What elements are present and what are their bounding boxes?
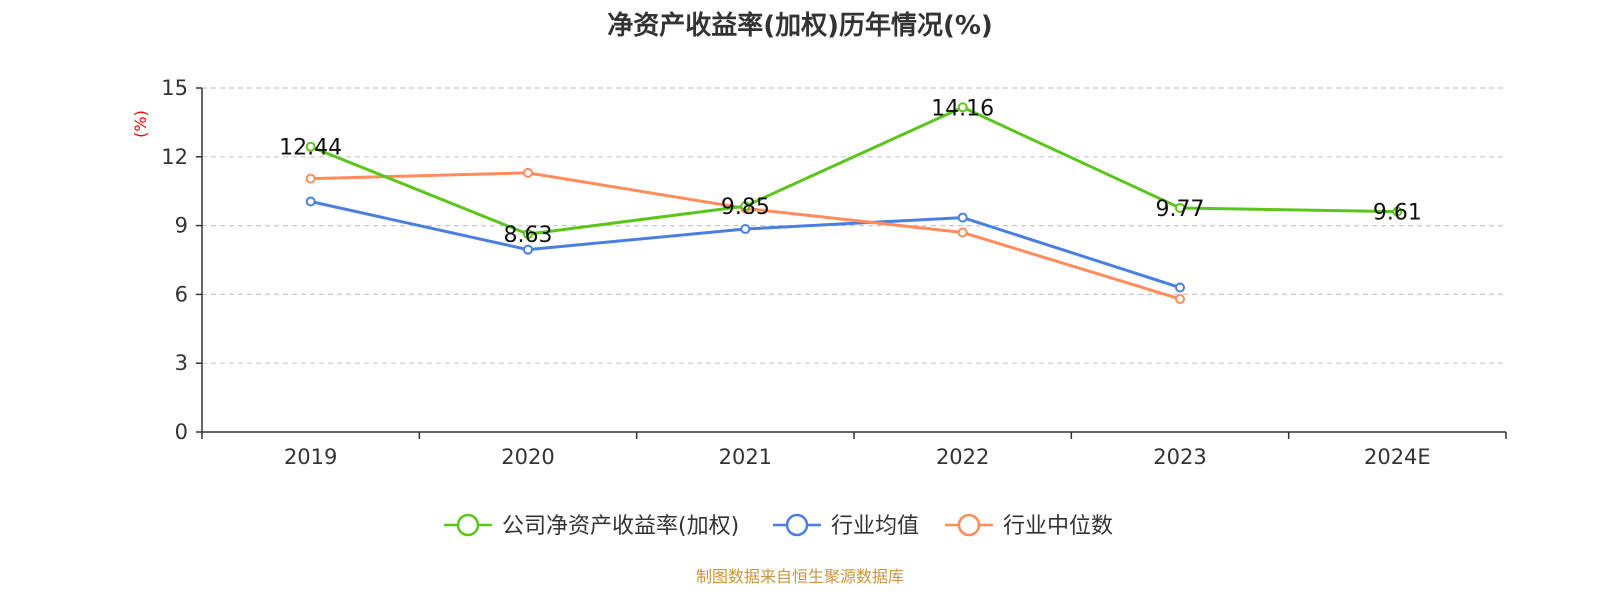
legend-marker bbox=[957, 513, 981, 537]
legend-marker bbox=[785, 513, 809, 537]
data-point bbox=[523, 229, 533, 240]
data-point bbox=[523, 167, 533, 178]
x-tick-label: 2020 bbox=[501, 445, 554, 469]
source-note: 制图数据来自恒生聚源数据库 bbox=[696, 567, 904, 586]
grid-lines bbox=[202, 87, 1506, 364]
chart-title: 净资产收益率(加权)历年情况(%) bbox=[607, 10, 993, 41]
data-point bbox=[957, 102, 968, 113]
data-point bbox=[523, 244, 533, 255]
series-line-0 bbox=[310, 105, 1398, 236]
data-point bbox=[1392, 206, 1403, 217]
x-tick-label: 2022 bbox=[936, 445, 989, 469]
data-point bbox=[1175, 293, 1185, 304]
legend[interactable]: 公司净资产收益率(加权) 行业均值 行业中位数 bbox=[444, 513, 1113, 539]
axes: 0 3 6 9 12 15 2019 2020 2021 2022 2023 2024E bbox=[161, 76, 1507, 469]
data-label: 8.63 bbox=[504, 223, 553, 248]
x-tick-label: 2019 bbox=[284, 445, 337, 469]
legend-label: 公司净资产收益率(加权) bbox=[502, 514, 739, 539]
y-tick-label: 9 bbox=[175, 214, 188, 238]
y-tick-label: 0 bbox=[175, 420, 188, 444]
data-point bbox=[305, 196, 316, 207]
data-labels: 12.44 8.63 9.85 14.16 9.77 9.61 bbox=[279, 96, 1422, 248]
data-point bbox=[1175, 282, 1185, 293]
data-label: 12.44 bbox=[279, 136, 342, 161]
data-label: 9.85 bbox=[721, 195, 770, 220]
series-line-2 bbox=[310, 171, 1181, 301]
legend-item[interactable]: 行业中位数 bbox=[945, 513, 1113, 539]
series-layer bbox=[305, 102, 1403, 304]
x-tick-label: 2021 bbox=[719, 445, 772, 469]
data-label: 9.61 bbox=[1373, 201, 1422, 226]
data-point bbox=[957, 227, 968, 238]
legend-item[interactable]: 行业均值 bbox=[773, 513, 919, 539]
y-tick-label: 15 bbox=[161, 76, 188, 100]
legend-label: 行业均值 bbox=[831, 514, 919, 539]
y-tick-label: 3 bbox=[175, 351, 188, 375]
data-point bbox=[740, 224, 751, 235]
y-axis-label: (%) bbox=[131, 110, 150, 138]
x-tick-label: 2023 bbox=[1153, 445, 1206, 469]
y-tick-label: 6 bbox=[175, 282, 188, 306]
x-tick-label: 2024E bbox=[1364, 445, 1431, 469]
y-tick-label: 12 bbox=[161, 145, 188, 169]
legend-marker bbox=[456, 513, 480, 537]
data-point bbox=[957, 212, 968, 223]
data-point bbox=[305, 141, 316, 152]
legend-item[interactable]: 公司净资产收益率(加权) bbox=[444, 513, 739, 539]
data-point bbox=[305, 173, 316, 184]
data-label: 14.16 bbox=[931, 96, 994, 121]
legend-label: 行业中位数 bbox=[1003, 514, 1113, 539]
data-point bbox=[740, 201, 751, 212]
data-point bbox=[1175, 202, 1185, 213]
data-label: 9.77 bbox=[1156, 197, 1205, 222]
